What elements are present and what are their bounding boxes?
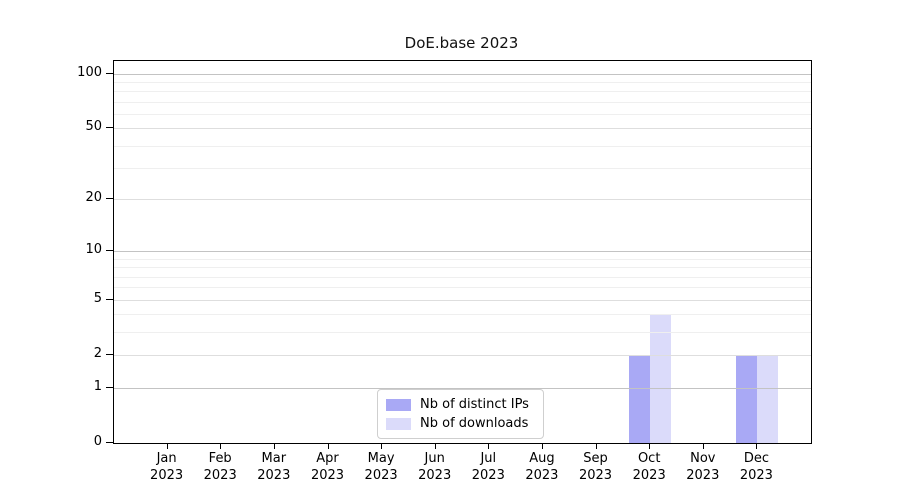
sub-gridline [114, 299, 811, 301]
minor-gridline [114, 276, 811, 278]
minor-gridline [114, 113, 811, 115]
minor-gridline [114, 332, 811, 333]
bar-dec-downloads [757, 355, 779, 443]
x-tick [541, 443, 543, 449]
minor-gridline [114, 145, 811, 147]
x-tick [756, 443, 758, 449]
sub-gridline [114, 355, 811, 356]
x-tick [273, 443, 275, 449]
y-tick [106, 386, 113, 388]
y-tick [106, 127, 113, 129]
x-tick-label: Feb 2023 [203, 451, 237, 483]
x-tick-label: Jul 2023 [471, 451, 505, 483]
x-tick-label: Jun 2023 [418, 451, 452, 483]
decade-gridline [114, 387, 811, 389]
legend-swatch-downloads-icon [386, 417, 411, 430]
x-tick [220, 443, 222, 449]
y-tick [106, 298, 113, 300]
minor-gridline [114, 91, 811, 93]
x-tick-label: Mar 2023 [257, 451, 291, 483]
y-tick-label: 0 [93, 434, 102, 449]
y-tick [106, 72, 113, 74]
y-tick-label: 1 [93, 378, 102, 394]
sub-gridline [114, 199, 811, 201]
legend-label-distinct-ips: Nb of distinct IPs [420, 397, 529, 412]
minor-gridline [114, 287, 811, 289]
minor-gridline [114, 314, 811, 316]
x-tick [488, 443, 490, 449]
y-tick-label: 20 [85, 190, 102, 206]
x-tick [381, 443, 383, 449]
minor-gridline [114, 81, 811, 83]
x-tick [434, 443, 436, 449]
legend-entry-distinct-ips: Nb of distinct IPs [386, 395, 535, 414]
x-tick-label: Oct 2023 [632, 451, 666, 483]
y-tick-label: 5 [93, 290, 102, 306]
y-tick [106, 250, 113, 251]
x-tick-label: Sep 2023 [578, 451, 613, 483]
x-tick-label: Dec 2023 [739, 451, 773, 483]
minor-gridline [114, 168, 811, 169]
x-tick-label: Aug 2023 [525, 451, 559, 483]
y-tick-label: 10 [85, 242, 102, 257]
x-tick [702, 443, 704, 449]
sub-gridline [114, 128, 811, 130]
decade-gridline [114, 251, 811, 252]
bar-dec-distinct-ips [736, 355, 758, 443]
minor-gridline [114, 267, 811, 269]
decade-gridline [114, 73, 811, 75]
x-tick [595, 443, 597, 449]
legend-label-downloads: Nb of downloads [420, 416, 529, 431]
x-tick-label: Nov 2023 [686, 451, 720, 483]
y-tick [106, 442, 113, 443]
y-tick-label: 100 [77, 64, 102, 80]
y-tick-label: 50 [85, 119, 102, 135]
bar-oct-distinct-ips [629, 355, 651, 443]
x-tick [327, 443, 329, 449]
chart-title: DoE.base 2023 [404, 34, 519, 52]
plot-area [113, 60, 812, 444]
x-tick [166, 443, 168, 449]
legend-swatch-distinct-ips-icon [386, 398, 411, 411]
x-tick-label: May 2023 [364, 451, 398, 483]
x-tick-label: Jan 2023 [150, 451, 184, 483]
y-tick [106, 354, 113, 355]
y-tick-label: 2 [93, 346, 102, 361]
y-tick [106, 198, 113, 200]
x-tick-label: Apr 2023 [310, 451, 345, 483]
minor-gridline [114, 101, 811, 103]
legend: Nb of distinct IPs Nb of downloads [377, 389, 544, 439]
bar-oct-downloads [650, 314, 672, 443]
minor-gridline [114, 258, 811, 260]
legend-entry-downloads: Nb of downloads [386, 414, 535, 433]
x-tick [649, 443, 651, 449]
